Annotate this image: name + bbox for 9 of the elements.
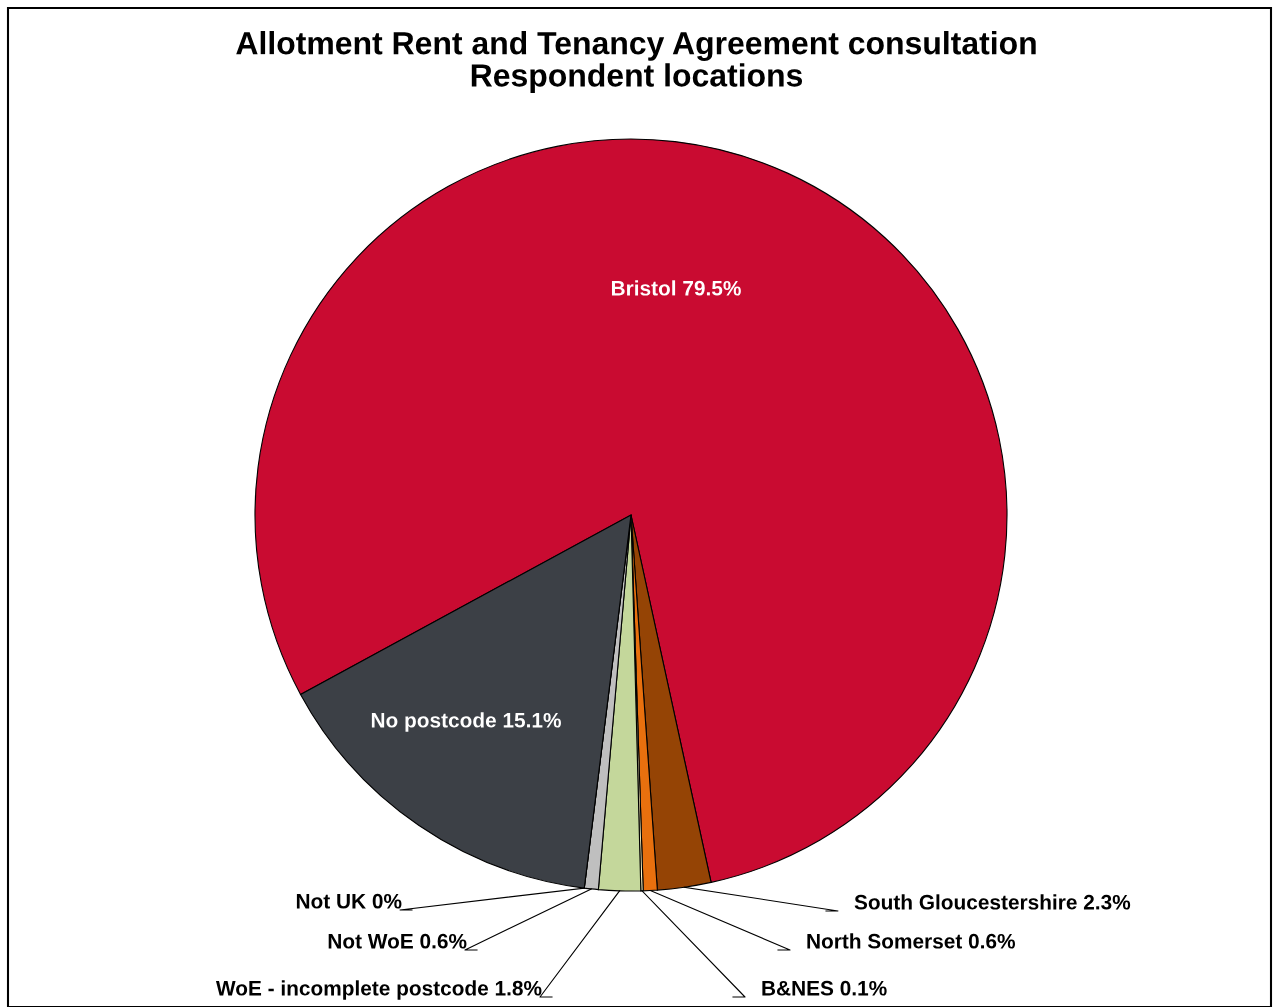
slice-label: B&NES 0.1%: [762, 980, 887, 996]
chart-title: Allotment Rent and Tenancy Agreement consultation Respondent locations: [236, 30, 1036, 94]
slice-label: WoE - incomplete postcode 1.8%: [215, 980, 542, 1000]
slice-label: Not WoE 0.6%: [328, 933, 467, 949]
slice-label: Bristol 79.5%: [611, 280, 741, 296]
slice-label: No postcode 15.1%: [371, 712, 561, 732]
slice-label: North Somerset 0.6%: [807, 933, 1016, 949]
slice-label: South Gloucestershire 2.3%: [854, 894, 1131, 910]
category-label: Not UK 0%: [296, 893, 402, 909]
